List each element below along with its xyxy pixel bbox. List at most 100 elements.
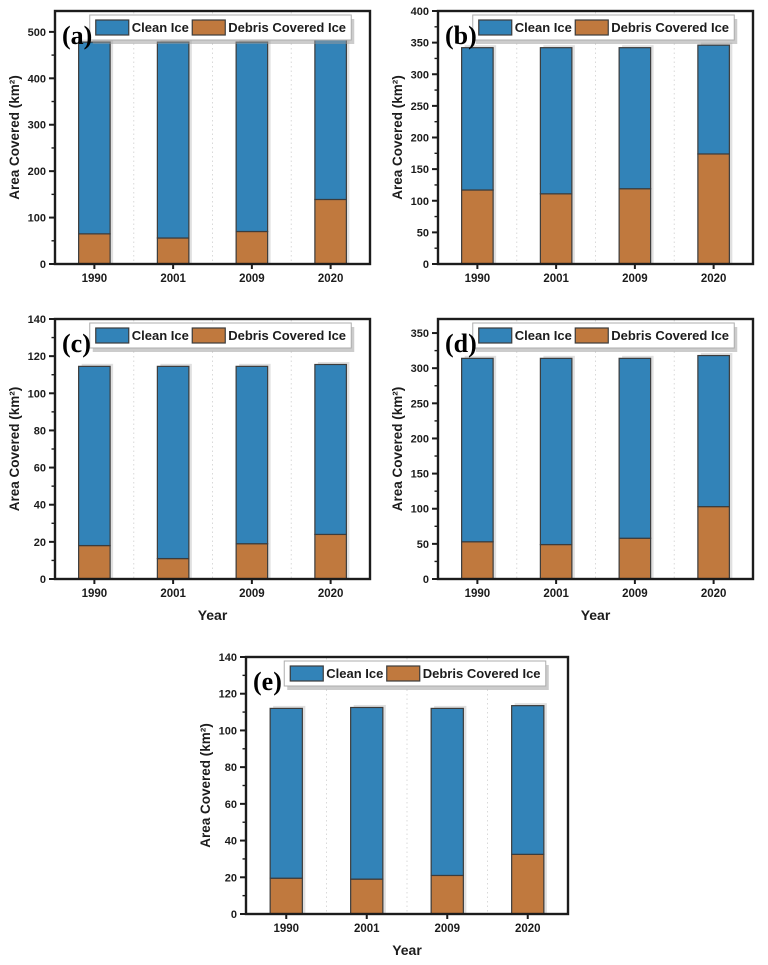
y-tick-label: 100 (411, 196, 429, 208)
panel-b: 1990 2001 2009 2020 0 50 100 150 200 250 300 350 400… (388, 2, 763, 292)
bar-segment (269, 877, 303, 915)
y-tick-label: 60 (34, 463, 46, 475)
y-tick-label: 250 (411, 101, 429, 113)
legend-swatch-debris_ice (191, 327, 226, 344)
legend-label: Debris Covered Ice (228, 20, 346, 35)
y-tick-label: 120 (219, 689, 237, 701)
panel-a: 1990 2001 2009 2020 0 100 200 300 400 500 Area Cov… (5, 2, 380, 292)
legend: Clean Ice Debris Covered Ice (89, 322, 352, 349)
bar-segment (430, 874, 464, 915)
legend: Clean Ice Debris Covered Ice (472, 322, 735, 349)
bar-segment (314, 39, 347, 201)
y-tick-label: 300 (28, 120, 46, 132)
y-tick-label: 50 (417, 227, 429, 239)
bar-segment (697, 153, 730, 265)
y-tick-label: 40 (225, 836, 237, 848)
panel-d: 1990 2001 2009 2020 0 50 100 150 200 250 300 350 Are… (388, 310, 763, 625)
y-tick-label: 0 (40, 574, 46, 586)
legend-swatch-clean_ice (95, 327, 130, 344)
bar-segment (78, 365, 111, 547)
y-tick-label: 0 (423, 259, 429, 271)
panel-letter: (b) (445, 21, 477, 50)
x-tick-label: 1990 (82, 588, 108, 600)
y-tick-label: 80 (34, 425, 46, 437)
bar-segment (156, 41, 190, 239)
bar-segment (314, 363, 347, 536)
bar-segment (78, 544, 111, 580)
y-tick-label: 60 (225, 799, 237, 811)
bar-segment (461, 189, 494, 265)
x-tick-label: 2001 (160, 588, 186, 600)
y-tick-label: 40 (34, 500, 46, 512)
legend-swatch-clean_ice (478, 19, 513, 36)
plot-frame (53, 9, 372, 266)
legend-swatch-debris_ice (574, 327, 609, 344)
y-axis-title: Area Covered (km²) (7, 387, 22, 512)
x-tick-label: 2020 (515, 923, 541, 935)
y-tick-label: 100 (28, 213, 46, 225)
y-tick-label: 140 (219, 652, 237, 664)
chart-a: 1990 2001 2009 2020 0 100 200 300 400 500 Area Cov… (7, 9, 372, 285)
y-tick-label: 250 (411, 398, 429, 410)
x-axis-title: Year (392, 942, 422, 958)
bar-segment (156, 365, 190, 560)
x-tick-label: 2009 (239, 588, 265, 600)
y-tick-label: 20 (225, 872, 237, 884)
x-tick-label: 2009 (239, 273, 265, 285)
legend-swatch-debris_ice (386, 665, 421, 682)
bar-segment (156, 237, 190, 265)
y-tick-label: 20 (34, 537, 46, 549)
bar-segment (430, 707, 464, 877)
y-tick-label: 100 (28, 388, 46, 400)
y-axis-title: Area Covered (km²) (390, 75, 405, 200)
y-tick-label: 80 (225, 762, 237, 774)
bar-segment (461, 47, 494, 191)
y-tick-label: 0 (423, 574, 429, 586)
y-tick-label: 50 (417, 539, 429, 551)
bar-segment (697, 506, 730, 580)
legend-label: Debris Covered Ice (228, 328, 346, 343)
bar-segment (350, 706, 384, 880)
legend-swatch-clean_ice (478, 327, 513, 344)
y-tick-label: 300 (411, 363, 429, 375)
bar-segment (697, 44, 730, 155)
y-tick-label: 350 (411, 328, 429, 340)
x-tick-label: 2001 (160, 273, 186, 285)
legend-label: Debris Covered Ice (611, 20, 729, 35)
x-tick-label: 2009 (622, 273, 648, 285)
bar-segment (697, 354, 730, 508)
y-tick-label: 120 (28, 351, 46, 363)
y-tick-label: 100 (219, 725, 237, 737)
bar-segment (539, 193, 573, 265)
legend: Clean Ice Debris Covered Ice (283, 660, 547, 687)
panel-letter: (c) (62, 329, 91, 358)
bar-segment (235, 365, 269, 545)
legend-swatch-clean_ice (95, 19, 130, 36)
legend-label: Clean Ice (132, 328, 189, 343)
legend-label: Clean Ice (515, 328, 572, 343)
bar-segment (314, 198, 347, 265)
bar-segment (618, 537, 652, 580)
y-tick-label: 400 (28, 73, 46, 85)
x-tick-label: 2001 (354, 923, 380, 935)
x-tick-label: 1990 (465, 273, 491, 285)
bar-segment (235, 41, 269, 233)
bar-segment (235, 230, 269, 265)
legend-label: Debris Covered Ice (611, 328, 729, 343)
chart-d: 1990 2001 2009 2020 0 50 100 150 200 250 300 350 Are… (390, 317, 755, 623)
x-tick-label: 2009 (434, 923, 460, 935)
legend: Clean Ice Debris Covered Ice (89, 14, 352, 41)
legend-swatch-debris_ice (574, 19, 609, 36)
bar-segment (618, 47, 652, 190)
bar-segment (461, 357, 494, 543)
x-tick-label: 1990 (465, 588, 491, 600)
bar-segment (461, 541, 494, 580)
y-axis-title: Area Covered (km²) (7, 75, 22, 200)
y-tick-label: 150 (411, 469, 429, 481)
y-tick-label: 200 (411, 133, 429, 145)
y-tick-label: 0 (40, 259, 46, 271)
y-tick-label: 140 (28, 314, 46, 326)
x-tick-label: 2009 (622, 588, 648, 600)
bar-segment (350, 878, 384, 915)
